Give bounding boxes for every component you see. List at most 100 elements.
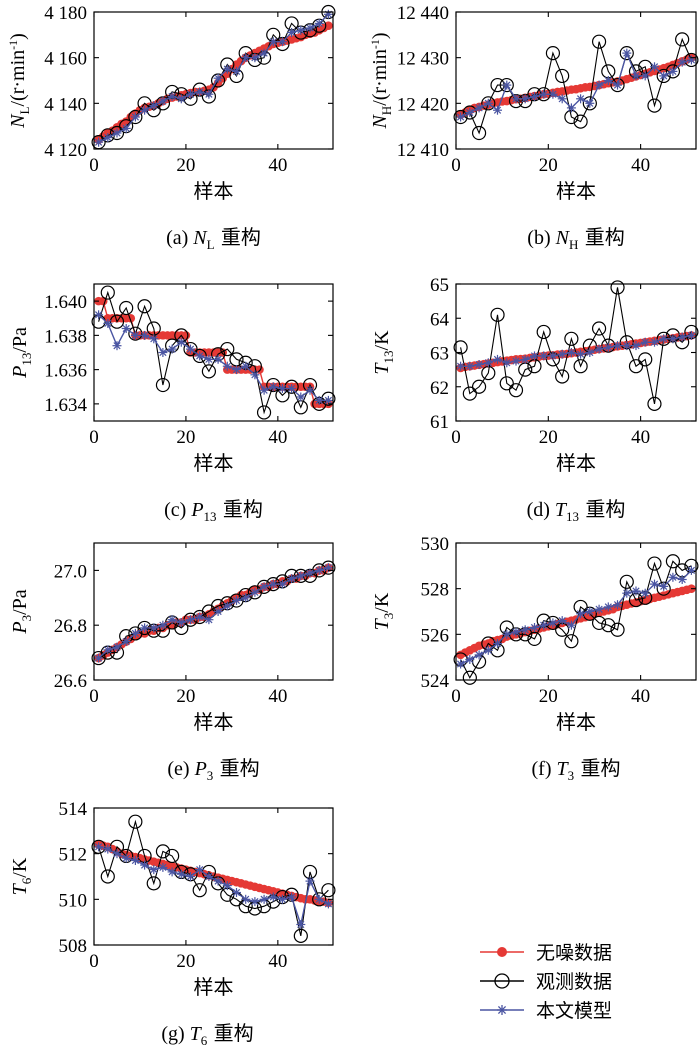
- panel-e: 0 20 40 26.6 26.8 27.0 样本 P3/Pa (e) P3 重构: [9, 542, 336, 783]
- data-point-model: [204, 615, 214, 625]
- data-point-model: [204, 354, 214, 364]
- data-point-model: [650, 62, 659, 72]
- data-point-model: [186, 89, 195, 99]
- data-point-model: [548, 618, 558, 628]
- data-point-model: [557, 94, 567, 104]
- marker-stroke: [503, 81, 511, 89]
- marker-stroke: [456, 362, 465, 370]
- data-point-observed: [183, 341, 198, 357]
- data-point-model: [594, 604, 604, 614]
- marker-stroke: [159, 348, 167, 357]
- data-point-model: [149, 865, 159, 875]
- x-tick-label: 0: [451, 155, 461, 176]
- y-tick-label: 12 420: [397, 94, 449, 115]
- y-tick-label: 63: [430, 344, 449, 365]
- marker-stroke: [251, 897, 259, 906]
- data-point-model: [622, 588, 632, 598]
- x-tick-label: 40: [268, 686, 287, 707]
- y-tick-label: 1.634: [44, 395, 87, 416]
- data-point-observed: [527, 631, 542, 647]
- marker-stroke: [94, 138, 103, 146]
- data-point-model: [94, 137, 104, 147]
- data-point-model: [167, 867, 177, 877]
- marker-stroke: [650, 338, 659, 346]
- data-point-model: [631, 341, 641, 351]
- marker-stroke: [168, 616, 176, 624]
- data-point-model: [195, 351, 205, 361]
- marker-stroke: [540, 90, 548, 98]
- data-point-observed: [638, 352, 653, 367]
- marker-stroke: [242, 594, 250, 602]
- data-point-model: [250, 587, 260, 597]
- marker-stroke: [306, 877, 314, 885]
- data-point-noiseless: [324, 21, 333, 31]
- marker-stroke: [113, 643, 121, 651]
- data-point-observed: [591, 615, 607, 631]
- data-point-model: [576, 349, 586, 359]
- marker-stroke: [269, 383, 277, 391]
- data-point-observed: [471, 379, 487, 394]
- marker-stroke: [260, 49, 268, 57]
- marker-stroke: [196, 88, 204, 96]
- data-point-observed: [508, 383, 524, 398]
- x-tick-label: 20: [176, 686, 195, 707]
- data-point-observed: [610, 280, 625, 295]
- marker-stroke: [205, 355, 213, 363]
- data-point-model: [268, 37, 278, 47]
- data-point-model: [213, 354, 223, 364]
- data-point-observed: [312, 892, 327, 907]
- data-point-model: [530, 92, 539, 101]
- data-point-observed: [146, 876, 161, 891]
- data-point-model: [167, 92, 177, 101]
- data-point-model: [640, 588, 650, 598]
- data-point-observed: [100, 285, 115, 300]
- series-observed-a: [91, 4, 336, 150]
- data-point-observed: [573, 114, 588, 129]
- data-point-model: [167, 344, 177, 354]
- y-tick-label: 4 160: [44, 49, 87, 70]
- marker-stroke: [113, 850, 121, 858]
- data-point-model: [158, 620, 168, 630]
- data-point-model: [149, 334, 159, 344]
- data-point-observed: [545, 45, 561, 61]
- data-point-model: [130, 628, 140, 638]
- data-point-model: [287, 892, 297, 902]
- data-point-model: [232, 365, 241, 375]
- y-tick-label: 65: [430, 275, 449, 296]
- data-point-model: [520, 354, 530, 364]
- data-point-model: [650, 579, 659, 589]
- marker-stroke: [140, 106, 149, 114]
- data-point-model: [305, 876, 315, 886]
- data-point-model: [94, 310, 104, 320]
- data-point-model: [530, 351, 539, 361]
- data-point-model: [659, 581, 669, 591]
- marker-stroke: [177, 95, 185, 103]
- data-point-model: [305, 385, 315, 395]
- data-point-observed: [192, 883, 207, 898]
- data-point-observed: [610, 77, 625, 93]
- marker-stroke: [521, 355, 529, 364]
- data-point-model: [149, 623, 159, 633]
- data-point-observed: [601, 618, 616, 633]
- data-point-model: [511, 94, 521, 104]
- axes-frame: [93, 807, 334, 946]
- marker-stroke: [242, 895, 250, 903]
- data-point-model: [277, 579, 287, 589]
- marker-stroke: [493, 106, 502, 114]
- data-point-model: [594, 80, 604, 90]
- data-point-model: [296, 920, 306, 929]
- x-tick-label: 20: [539, 686, 558, 707]
- data-point-observed: [462, 386, 477, 401]
- marker-stroke: [150, 335, 158, 343]
- data-point-observed: [582, 96, 597, 111]
- marker-stroke: [521, 95, 529, 103]
- data-point-observed: [119, 300, 134, 316]
- marker-stroke: [586, 99, 594, 107]
- data-point-model: [474, 103, 484, 113]
- panel-g: 0 20 40 508 510 512 514 样本 T6/K (g) T6 重构: [9, 799, 336, 1046]
- marker-stroke: [159, 621, 167, 629]
- y-tick-label: 62: [430, 378, 449, 399]
- marker-stroke: [113, 342, 121, 350]
- marker-stroke: [177, 338, 185, 346]
- marker-stroke: [456, 113, 465, 121]
